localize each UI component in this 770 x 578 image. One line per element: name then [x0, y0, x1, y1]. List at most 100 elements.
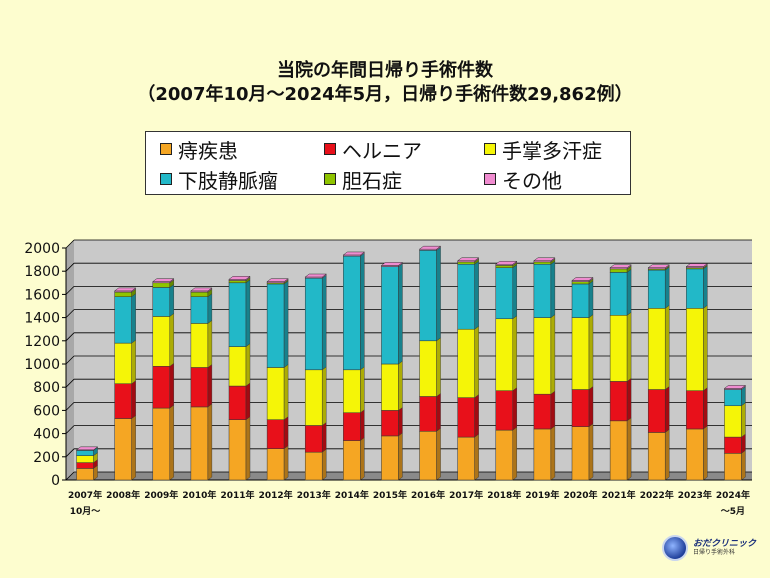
legend-item-gallstone: 胆石症	[324, 166, 402, 193]
bar-segment	[190, 291, 209, 297]
bar-segment	[686, 390, 704, 430]
y-tick-label: 1600	[24, 287, 60, 303]
chart-subtitle: （2007年10月～2024年5月，日帰り手術件数29,862例）	[137, 84, 633, 105]
bar-segment	[609, 420, 628, 481]
bar-segment-side	[360, 366, 365, 414]
x-tick-label: 2011年	[220, 489, 254, 501]
bar-top	[75, 446, 99, 451]
bar-segment-side	[436, 427, 441, 481]
bar-segment-side	[322, 366, 327, 426]
bar-segment-side	[322, 274, 327, 371]
gridline-side	[65, 355, 75, 365]
legend: 痔疾患 ヘルニア 手掌多汗症 下肢静脈瘤 胆石症 その他	[145, 131, 631, 195]
y-tick-label: 1800	[24, 264, 60, 280]
bar-segment	[419, 340, 437, 397]
bar-segment-side	[665, 304, 670, 390]
bar-segment	[266, 367, 285, 420]
bar-segment-side	[588, 280, 594, 319]
bar-segment-side	[436, 246, 441, 342]
bar-segment	[647, 269, 666, 309]
bar-top	[266, 278, 289, 282]
bar-segment	[76, 468, 94, 481]
bar-segment-side	[398, 432, 403, 481]
bar-segment-side	[245, 343, 251, 387]
bar-segment-side	[322, 422, 327, 453]
x-tick-label: 2020年	[563, 489, 597, 501]
bar-segment-side	[360, 252, 365, 371]
bar-top	[533, 257, 556, 262]
bar-segment	[419, 396, 437, 432]
bar-segment-side	[626, 377, 632, 422]
bar-segment	[381, 435, 399, 481]
bar-segment-side	[131, 380, 136, 419]
bar-segment	[533, 428, 552, 481]
bar-segment-side	[436, 393, 441, 432]
legend-item-varicose: 下肢静脈瘤	[160, 166, 278, 193]
bar-segment	[343, 440, 361, 481]
legend-item-hemorrhoids: 痔疾患	[160, 136, 238, 163]
x-tick-label: 2021年	[602, 489, 636, 501]
bar-segment-side	[588, 314, 594, 390]
bar-segment	[343, 412, 361, 441]
y-tick-label: 400	[33, 427, 60, 443]
bar-segment	[457, 263, 475, 330]
bar-segment	[190, 367, 209, 408]
bar-segment	[343, 369, 361, 413]
bar-segment-side	[665, 429, 670, 481]
x-tick-label: 2014年	[335, 489, 369, 501]
gridline-side	[65, 425, 75, 434]
gridline-side	[65, 448, 75, 458]
bar-segment-side	[169, 284, 174, 317]
bar-segment-side	[474, 433, 479, 481]
bar-segment	[114, 296, 132, 344]
bar-top	[723, 385, 747, 389]
bar-segment-side	[207, 319, 213, 368]
bar-segment	[609, 272, 628, 316]
legend-label: 胆石症	[342, 168, 402, 193]
bar-segment-side	[665, 386, 670, 433]
legend-label: その他	[502, 168, 562, 193]
bar-segment	[76, 462, 94, 469]
bar-segment	[419, 431, 437, 481]
legend-swatch	[484, 173, 496, 185]
bar-segment	[495, 265, 514, 268]
gridline-side	[65, 378, 75, 388]
bar-segment-side	[550, 425, 556, 481]
bar-segment-side	[474, 394, 479, 438]
bar-segment	[152, 282, 171, 288]
bar-segment	[609, 315, 628, 382]
bar-top	[647, 264, 670, 268]
bar-segment-side	[283, 280, 289, 368]
bar-segment	[152, 366, 171, 409]
bar-segment	[495, 390, 514, 431]
y-tick-label: 800	[33, 380, 60, 396]
bar-segment	[647, 389, 666, 433]
gridline-side	[65, 332, 75, 342]
bar-segment	[724, 436, 742, 454]
bar-segment	[114, 383, 132, 419]
bar-segment	[609, 381, 628, 422]
bar-segment-side	[131, 293, 136, 344]
bar-segment	[114, 418, 132, 481]
bar-top	[190, 287, 213, 292]
bar-segment	[304, 277, 323, 371]
y-tick-label: 1000	[24, 357, 60, 373]
bar-segment	[114, 342, 132, 384]
bar-segment-side	[550, 260, 556, 319]
bar-segment	[724, 389, 742, 407]
bar-segment-side	[588, 386, 594, 428]
bar-segment-side	[512, 387, 517, 431]
x-tick-label: 2017年	[449, 489, 483, 501]
legend-label: ヘルニア	[342, 138, 422, 163]
x-tick-label: 2013年	[297, 489, 331, 501]
x-tick-label: 2019年	[525, 489, 559, 501]
bar-segment	[228, 346, 247, 387]
bar-segment	[152, 407, 171, 481]
bar-segment-side	[398, 406, 403, 437]
bar-segment-side	[207, 293, 213, 324]
gridline-side	[65, 262, 75, 272]
bar-segment	[76, 450, 94, 456]
legend-item-other: その他	[484, 166, 562, 193]
legend-item-hernia: ヘルニア	[324, 136, 422, 163]
